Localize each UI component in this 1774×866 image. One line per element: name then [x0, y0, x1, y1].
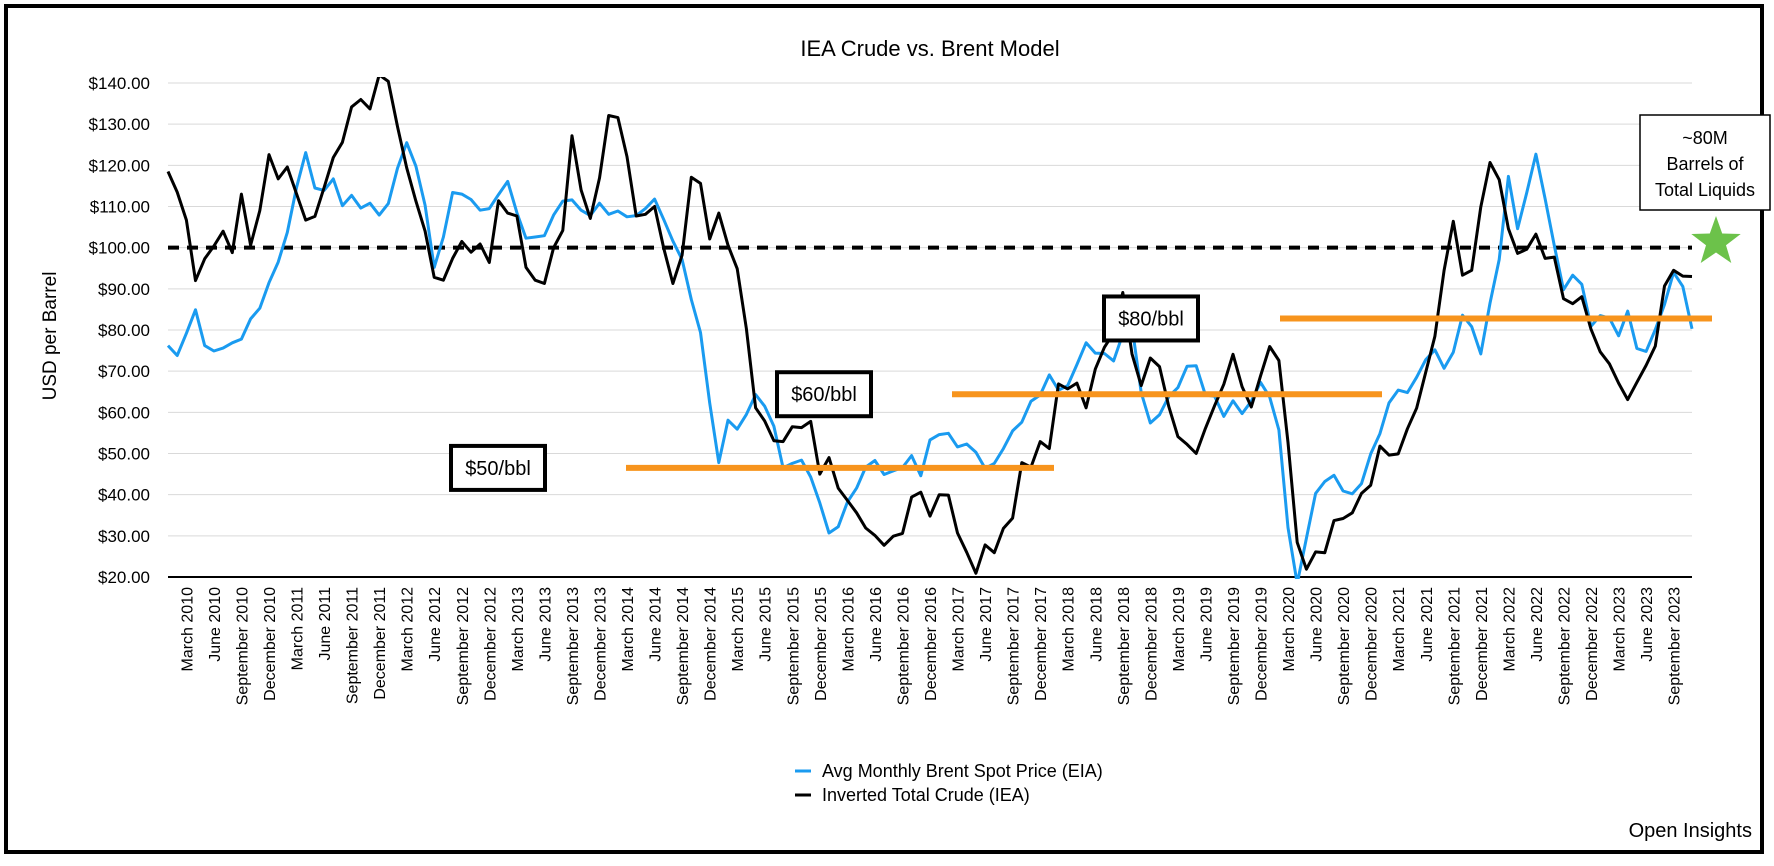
- x-tick-label: March 2022: [1501, 587, 1518, 672]
- y-tick-label: $130.00: [89, 115, 150, 134]
- x-tick-label: June 2019: [1198, 587, 1215, 662]
- x-tick-label: June 2021: [1419, 587, 1436, 662]
- level-label: $50/bbl: [465, 458, 531, 480]
- y-tick-labels: $20.00 $30.00 $40.00 $50.00 $60.00 $70.00 $80.…: [89, 74, 150, 587]
- x-tick-label: December 2010: [262, 587, 279, 701]
- x-tick-label: September 2023: [1667, 587, 1684, 705]
- legend-label: Avg Monthly Brent Spot Price (EIA): [822, 761, 1103, 781]
- price-level-annotations: $50/bbl $60/bbl $80/bbl: [449, 294, 1712, 492]
- level-label: $80/bbl: [1118, 308, 1184, 330]
- y-tick-label: $140.00: [89, 74, 150, 93]
- x-tick-label: June 2017: [978, 587, 995, 662]
- x-tick-label: December 2013: [592, 587, 609, 701]
- chart-frame: [4, 4, 1764, 854]
- x-tick-label: September 2013: [565, 587, 582, 705]
- x-tick-label: December 2012: [482, 587, 499, 701]
- x-tick-label: June 2012: [427, 587, 444, 662]
- x-tick-label: June 2015: [758, 587, 775, 662]
- y-tick-label: $90.00: [98, 280, 150, 299]
- y-tick-label: $60.00: [98, 403, 150, 422]
- x-tick-label: December 2015: [813, 587, 830, 701]
- x-tick-label: September 2021: [1446, 587, 1463, 705]
- x-tick-label: March 2017: [951, 587, 968, 672]
- x-tick-label: December 2021: [1474, 587, 1491, 701]
- y-tick-label: $40.00: [98, 486, 150, 505]
- x-tick-label: December 2020: [1364, 587, 1381, 701]
- star-icon: [1691, 216, 1741, 263]
- x-tick-label: June 2013: [537, 587, 554, 662]
- callout-box: [1639, 114, 1771, 211]
- x-tick-label: March 2018: [1061, 587, 1078, 672]
- x-tick-label: December 2017: [1033, 587, 1050, 701]
- x-tick-label: June 2010: [207, 587, 224, 662]
- x-tick-label: June 2020: [1309, 587, 1326, 662]
- x-tick-label: March 2023: [1612, 587, 1629, 672]
- x-tick-label: March 2020: [1281, 587, 1298, 672]
- chart-title: IEA Crude vs. Brent Model: [800, 36, 1059, 61]
- x-tick-label: June 2022: [1529, 587, 1546, 662]
- y-axis-label: USD per Barrel: [40, 272, 61, 401]
- level-label-box: [449, 443, 547, 492]
- x-tick-label: March 2012: [400, 587, 417, 672]
- x-tick-label: March 2021: [1391, 587, 1408, 672]
- x-tick-label: June 2016: [868, 587, 885, 662]
- callout-text: ~80M: [1682, 128, 1728, 148]
- brent-price-line: [166, 141, 1694, 579]
- callout-text: Barrels of: [1666, 154, 1744, 174]
- x-tick-label: September 2012: [455, 587, 472, 705]
- x-tick-label: September 2011: [345, 587, 362, 704]
- x-tick-label: March 2013: [510, 587, 527, 672]
- y-tick-label: $20.00: [98, 568, 150, 587]
- x-tick-label: September 2020: [1336, 587, 1353, 705]
- y-tick-label: $100.00: [89, 239, 150, 258]
- x-tick-label: June 2011: [317, 587, 334, 661]
- x-tick-label: September 2010: [234, 587, 251, 705]
- x-tick-label: March 2016: [840, 587, 857, 672]
- x-tick-label: December 2014: [703, 587, 720, 701]
- x-tick-label: September 2018: [1116, 587, 1133, 705]
- x-tick-label: June 2023: [1639, 587, 1656, 662]
- x-tick-label: March 2015: [730, 587, 747, 672]
- credit-text: Open Insights: [1629, 820, 1752, 842]
- x-tick-label: December 2016: [923, 587, 940, 701]
- x-tick-label: March 2014: [620, 587, 637, 672]
- x-tick-label: December 2018: [1143, 587, 1160, 701]
- x-tick-label: September 2016: [895, 587, 912, 705]
- x-tick-label: September 2019: [1226, 587, 1243, 705]
- legend: Avg Monthly Brent Spot Price (EIA) Invert…: [795, 761, 1103, 805]
- level-label-box: [775, 370, 873, 419]
- x-tick-label: September 2022: [1556, 587, 1573, 705]
- level-label: $60/bbl: [791, 384, 857, 406]
- callout-text: Total Liquids: [1655, 180, 1755, 200]
- x-tick-label: June 2014: [648, 587, 665, 662]
- grid-lines: [168, 82, 1692, 578]
- series-lines: [166, 77, 1694, 579]
- y-tick-label: $80.00: [98, 321, 150, 340]
- x-tick-label: December 2022: [1584, 587, 1601, 701]
- legend-label: Inverted Total Crude (IEA): [822, 785, 1030, 805]
- y-tick-label: $110.00: [90, 198, 150, 217]
- x-tick-label: September 2014: [675, 587, 692, 705]
- x-tick-labels: March 2010 June 2010 September 2010 Decembe…: [179, 587, 1683, 705]
- y-tick-label: $30.00: [98, 527, 150, 546]
- y-tick-label: $70.00: [98, 362, 150, 381]
- x-tick-label: June 2018: [1088, 587, 1105, 662]
- y-tick-label: $50.00: [98, 445, 150, 464]
- y-tick-label: $120.00: [89, 156, 150, 175]
- x-tick-label: December 2019: [1254, 587, 1271, 701]
- x-tick-label: March 2019: [1171, 587, 1188, 672]
- callout-group: ~80M Barrels of Total Liquids: [1639, 114, 1771, 263]
- x-tick-label: March 2011: [290, 587, 307, 670]
- x-tick-label: March 2010: [179, 587, 196, 672]
- x-tick-label: September 2015: [785, 587, 802, 705]
- x-tick-label: December 2011: [372, 587, 389, 700]
- inverted-crude-line: [166, 77, 1693, 575]
- x-tick-label: September 2017: [1006, 587, 1023, 705]
- level-label-box: [1102, 294, 1200, 343]
